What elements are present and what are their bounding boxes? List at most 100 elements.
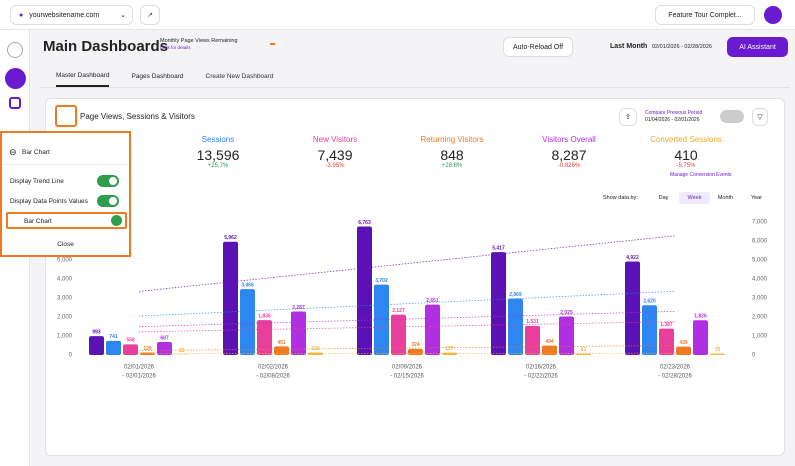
data-label: 1,826 <box>694 314 707 320</box>
y2-tick-label: 1,000 <box>752 334 768 340</box>
data-label: 63 <box>581 347 587 353</box>
bar <box>357 227 372 355</box>
y2-tick-label: 2,000 <box>752 315 768 321</box>
bar <box>123 344 138 355</box>
data-label: 5,962 <box>224 235 237 241</box>
x-tick-label: 02/01/2026 <box>124 365 155 371</box>
y2-tick-label: 0 <box>752 353 756 359</box>
bar <box>576 354 591 355</box>
data-label: 3,466 <box>241 282 254 288</box>
data-label: 127 <box>445 346 454 352</box>
data-label: 741 <box>109 334 118 340</box>
metric-label: Returning Visitors <box>402 135 502 144</box>
y-tick-label: 4,000 <box>57 277 73 283</box>
data-label: 2,287 <box>292 305 305 311</box>
trend-line <box>139 291 675 316</box>
bar <box>223 242 238 355</box>
y-tick-label: 2,000 <box>57 315 73 321</box>
data-label: 687 <box>160 335 169 341</box>
bar <box>676 347 691 355</box>
data-label: 12 <box>179 348 185 354</box>
data-label: 993 <box>92 329 101 335</box>
trend-line <box>139 311 675 326</box>
bar <box>642 305 657 355</box>
option-label: Display Data Points Values <box>10 198 88 205</box>
bar <box>240 289 255 355</box>
data-label: 5,417 <box>492 245 505 251</box>
metric-value: 13,596 <box>168 147 268 163</box>
y2-tick-label: 4,000 <box>752 277 768 283</box>
metric-change: +25.7% <box>168 163 268 169</box>
x-tick-label: - 02/08/2026 <box>256 374 290 380</box>
data-label: 2,127 <box>392 308 405 314</box>
bar <box>157 342 172 355</box>
values-toggle[interactable] <box>97 195 119 207</box>
data-label: 2,620 <box>643 299 656 305</box>
y2-tick-label: 5,000 <box>752 258 768 264</box>
trend-line <box>139 236 675 292</box>
y2-tick-label: 7,000 <box>752 220 768 226</box>
x-tick-label: - 02/01/2026 <box>122 374 156 380</box>
data-label: 75 <box>715 347 721 353</box>
bar <box>693 320 708 355</box>
data-label: 558 <box>126 338 135 344</box>
data-label: 1,387 <box>660 322 673 328</box>
y-tick-label: 5,000 <box>57 258 73 264</box>
x-tick-label: - 02/15/2026 <box>390 374 424 380</box>
bar <box>408 349 423 355</box>
metric-value: 410 <box>636 147 736 163</box>
data-label: 324 <box>411 342 420 348</box>
metric-label: Sessions <box>168 135 268 144</box>
bar <box>491 252 506 355</box>
bar <box>106 341 121 355</box>
data-label: 1,836 <box>258 313 271 319</box>
trend-line <box>139 346 675 351</box>
option-label: Bar Chart <box>24 218 52 225</box>
metric-change: +28.8% <box>402 163 502 169</box>
x-tick-label: 02/23/2026 <box>660 365 691 371</box>
data-label: 129 <box>143 346 152 352</box>
bar <box>659 329 674 355</box>
popup-title: Bar Chart <box>22 149 50 156</box>
check-icon <box>111 215 122 226</box>
metric-value: 7,439 <box>285 147 385 163</box>
y-tick-label: 3,000 <box>57 296 73 302</box>
x-tick-label: - 02/28/2026 <box>658 374 692 380</box>
metric-value: 8,287 <box>519 147 619 163</box>
data-label: 494 <box>545 339 554 345</box>
back-icon[interactable]: ⊖ <box>9 147 17 158</box>
close-button[interactable]: Close <box>2 241 129 248</box>
data-label: 451 <box>277 340 286 346</box>
bar <box>508 299 523 355</box>
y2-tick-label: 6,000 <box>752 239 768 245</box>
bar <box>625 261 640 355</box>
data-label: 4,922 <box>626 255 639 261</box>
y-tick-label: 1,000 <box>57 334 73 340</box>
bar <box>89 336 104 355</box>
bar <box>391 315 406 355</box>
metric-value: 848 <box>402 147 502 163</box>
x-tick-label: 02/02/2026 <box>258 365 289 371</box>
bar <box>525 326 540 355</box>
bar <box>291 312 306 355</box>
trend-toggle[interactable] <box>97 175 119 187</box>
y2-tick-label: 3,000 <box>752 296 768 302</box>
x-tick-label: 02/09/2026 <box>392 365 423 371</box>
metric-label: New Visitors <box>285 135 385 144</box>
data-label: 133 <box>311 346 320 352</box>
metric-change: -0.826% <box>519 163 619 169</box>
data-label: 2,969 <box>509 292 522 298</box>
bar <box>559 317 574 355</box>
data-label: 3,702 <box>375 278 388 284</box>
chart-options-popup: ⊖ Bar Chart Display Trend Line Display D… <box>0 131 131 257</box>
x-tick-label: 02/16/2026 <box>526 365 557 371</box>
bar <box>710 354 725 355</box>
metric-label: Converted Sessions <box>636 135 736 144</box>
metric-label: Visitors Overall <box>519 135 619 144</box>
option-label: Display Trend Line <box>10 178 64 185</box>
y-tick-label: 0 <box>69 353 73 359</box>
divider <box>2 164 129 165</box>
data-label: 439 <box>679 340 688 346</box>
metric-change: -5.75% <box>636 163 736 169</box>
